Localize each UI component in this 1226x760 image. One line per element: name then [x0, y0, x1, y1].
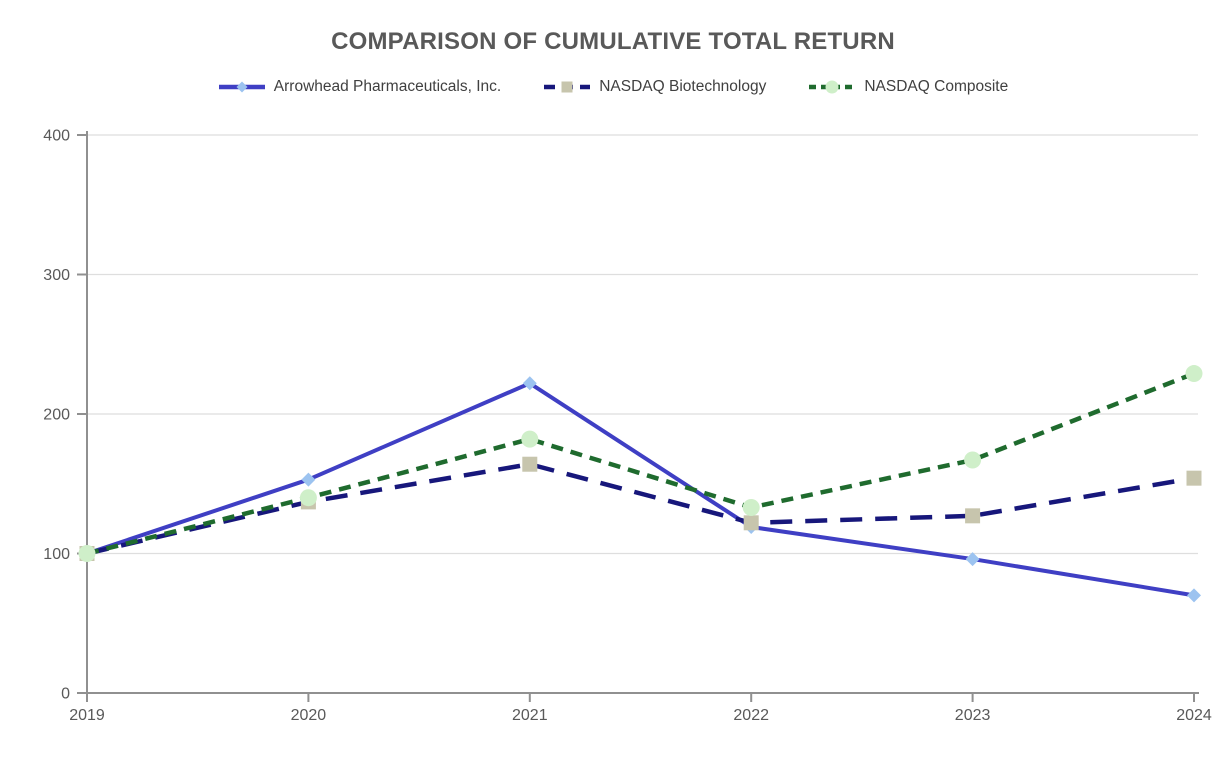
marker-circle: [1185, 365, 1203, 383]
marker-square: [1186, 470, 1202, 486]
marker-circle: [521, 430, 539, 448]
marker-circle: [964, 451, 982, 469]
legend-label: Arrowhead Pharmaceuticals, Inc.: [273, 78, 502, 95]
legend-swatch-circle-icon: [809, 80, 856, 94]
marker-square: [522, 456, 538, 472]
series-line-nasdaq-composite: [86, 371, 1195, 556]
series-markers-nasdaq-composite: [78, 365, 1203, 562]
marker-circle: [742, 498, 760, 516]
x-tick-label-2023: 2023: [955, 707, 991, 724]
x-tick-label-2019: 2019: [69, 707, 105, 724]
chart-legend: Arrowhead Pharmaceuticals, Inc. NASDAQ Bi…: [0, 78, 1226, 96]
marker-diamond: [522, 376, 537, 391]
marker-diamond: [1187, 588, 1201, 603]
chart-title: COMPARISON OF CUMULATIVE TOTAL RETURN: [331, 28, 895, 55]
marker-diamond: [236, 81, 248, 93]
marker-circle: [825, 80, 839, 94]
x-tick-label-2020: 2020: [291, 707, 327, 724]
legend-swatch-diamond-icon: [218, 81, 265, 93]
y-tick-label-400: 400: [43, 128, 70, 145]
marker-diamond: [965, 552, 980, 567]
legend-item-arrowhead-pharmaceuticals-inc: Arrowhead Pharmaceuticals, Inc.: [218, 78, 501, 96]
marker-circle: [78, 545, 96, 562]
y-tick-label-100: 100: [43, 546, 70, 563]
legend-item-nasdaq-biotechnology: NASDAQ Biotechnology: [543, 78, 766, 96]
x-tick-label-2024: 2024: [1176, 707, 1212, 724]
marker-square: [965, 508, 981, 524]
legend-label: NASDAQ Biotechnology: [599, 78, 767, 95]
marker-square: [561, 81, 573, 93]
legend-item-nasdaq-composite: NASDAQ Composite: [808, 78, 1008, 96]
legend-swatch-square-icon: [544, 81, 591, 93]
series-line-arrowhead-pharmaceuticals-inc: [86, 381, 1195, 598]
marker-diamond: [301, 472, 316, 487]
legend-label: NASDAQ Composite: [864, 78, 1009, 95]
marker-circle: [299, 489, 317, 507]
series-markers-nasdaq-biotechnology: [79, 456, 1202, 561]
y-tick-label-0: 0: [61, 686, 70, 703]
x-tick-label-2021: 2021: [512, 707, 548, 724]
y-tick-label-300: 300: [43, 267, 70, 284]
marker-square: [743, 515, 759, 531]
series-line-nasdaq-biotechnology: [86, 461, 1195, 556]
x-tick-label-2022: 2022: [733, 707, 769, 724]
y-tick-label-200: 200: [43, 407, 70, 424]
